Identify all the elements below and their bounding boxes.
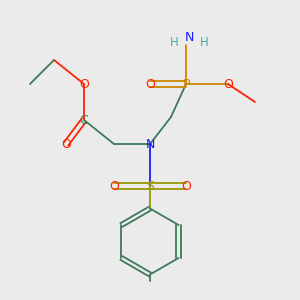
Text: O: O	[223, 77, 233, 91]
Text: O: O	[61, 137, 71, 151]
Text: H: H	[200, 35, 208, 49]
Text: O: O	[181, 179, 191, 193]
Text: O: O	[109, 179, 119, 193]
Text: S: S	[146, 179, 154, 193]
Text: N: N	[184, 31, 194, 44]
Text: N: N	[145, 137, 155, 151]
Text: C: C	[80, 113, 88, 127]
Text: O: O	[79, 77, 89, 91]
Text: H: H	[169, 35, 178, 49]
Text: O: O	[145, 77, 155, 91]
Text: P: P	[182, 77, 190, 91]
